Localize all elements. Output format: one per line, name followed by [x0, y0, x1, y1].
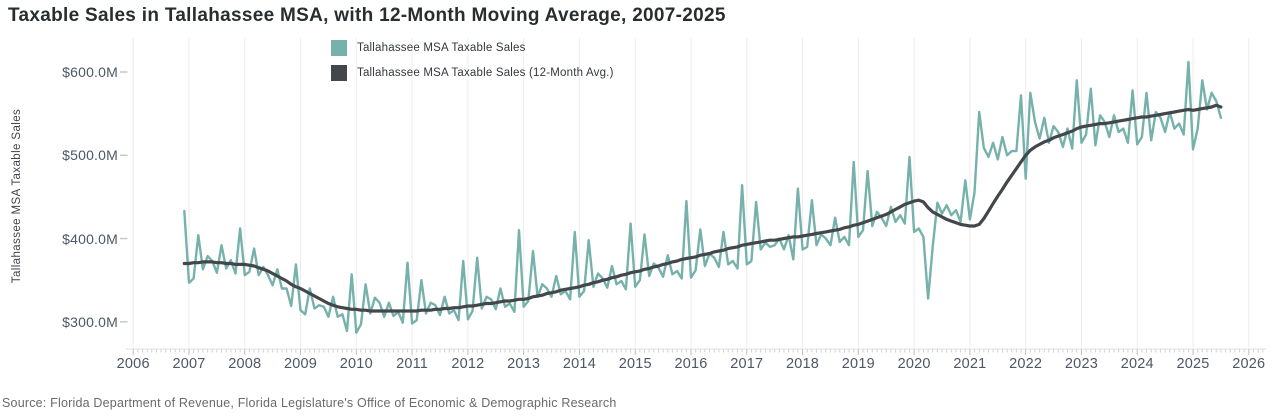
x-tick-label: 2019 [841, 356, 875, 372]
x-tick-label: 2016 [674, 356, 708, 372]
x-tick-label: 2022 [1009, 356, 1043, 372]
legend-label: Tallahassee MSA Taxable Sales (12-Month … [357, 67, 614, 79]
x-tick-label: 2015 [618, 356, 652, 372]
x-tick-label: 2024 [1120, 356, 1154, 372]
y-tick-label: $500.0M [62, 147, 118, 164]
x-tick-label: 2020 [897, 356, 931, 372]
source-note: Source: Florida Department of Revenue, F… [2, 396, 617, 410]
moving-average-line [182, 103, 1223, 313]
x-tick-label: 2008 [228, 356, 262, 372]
x-tick-label: 2021 [953, 356, 987, 372]
y-axis-title: Tallahassee MSA Taxable Sales [11, 108, 23, 284]
x-tick-label: 2025 [1176, 356, 1210, 372]
y-tick-label: $600.0M [62, 64, 118, 80]
chart-title: Taxable Sales in Tallahassee MSA, with 1… [8, 5, 726, 26]
x-tick-label: 2007 [172, 356, 206, 372]
x-tick-label: 2013 [507, 356, 541, 372]
x-tick-label: 2014 [562, 356, 596, 372]
x-tick-label: 2010 [339, 356, 373, 372]
legend-item: Tallahassee MSA Taxable Sales (12-Month … [331, 65, 614, 81]
x-tick-label: 2026 [1232, 356, 1266, 372]
legend-swatch-icon [331, 40, 347, 56]
legend-swatch-icon [331, 65, 347, 81]
legend-label: Tallahassee MSA Taxable Sales [357, 42, 526, 54]
x-tick-label: 2023 [1064, 356, 1098, 372]
x-tick-label: 2011 [396, 356, 429, 372]
y-tick-label: $300.0M [62, 313, 118, 330]
sales-line [183, 60, 1223, 334]
x-tick-label: 2017 [730, 356, 764, 372]
x-tick-label: 2018 [786, 356, 820, 372]
x-tick-label: 2009 [284, 356, 318, 372]
x-tick-label: 2012 [451, 356, 485, 372]
x-tick-label: 2006 [116, 356, 150, 372]
legend-item: Tallahassee MSA Taxable Sales [331, 40, 614, 56]
legend: Tallahassee MSA Taxable Sales Tallahassee… [331, 40, 614, 90]
y-tick-label: $400.0M [62, 230, 118, 247]
